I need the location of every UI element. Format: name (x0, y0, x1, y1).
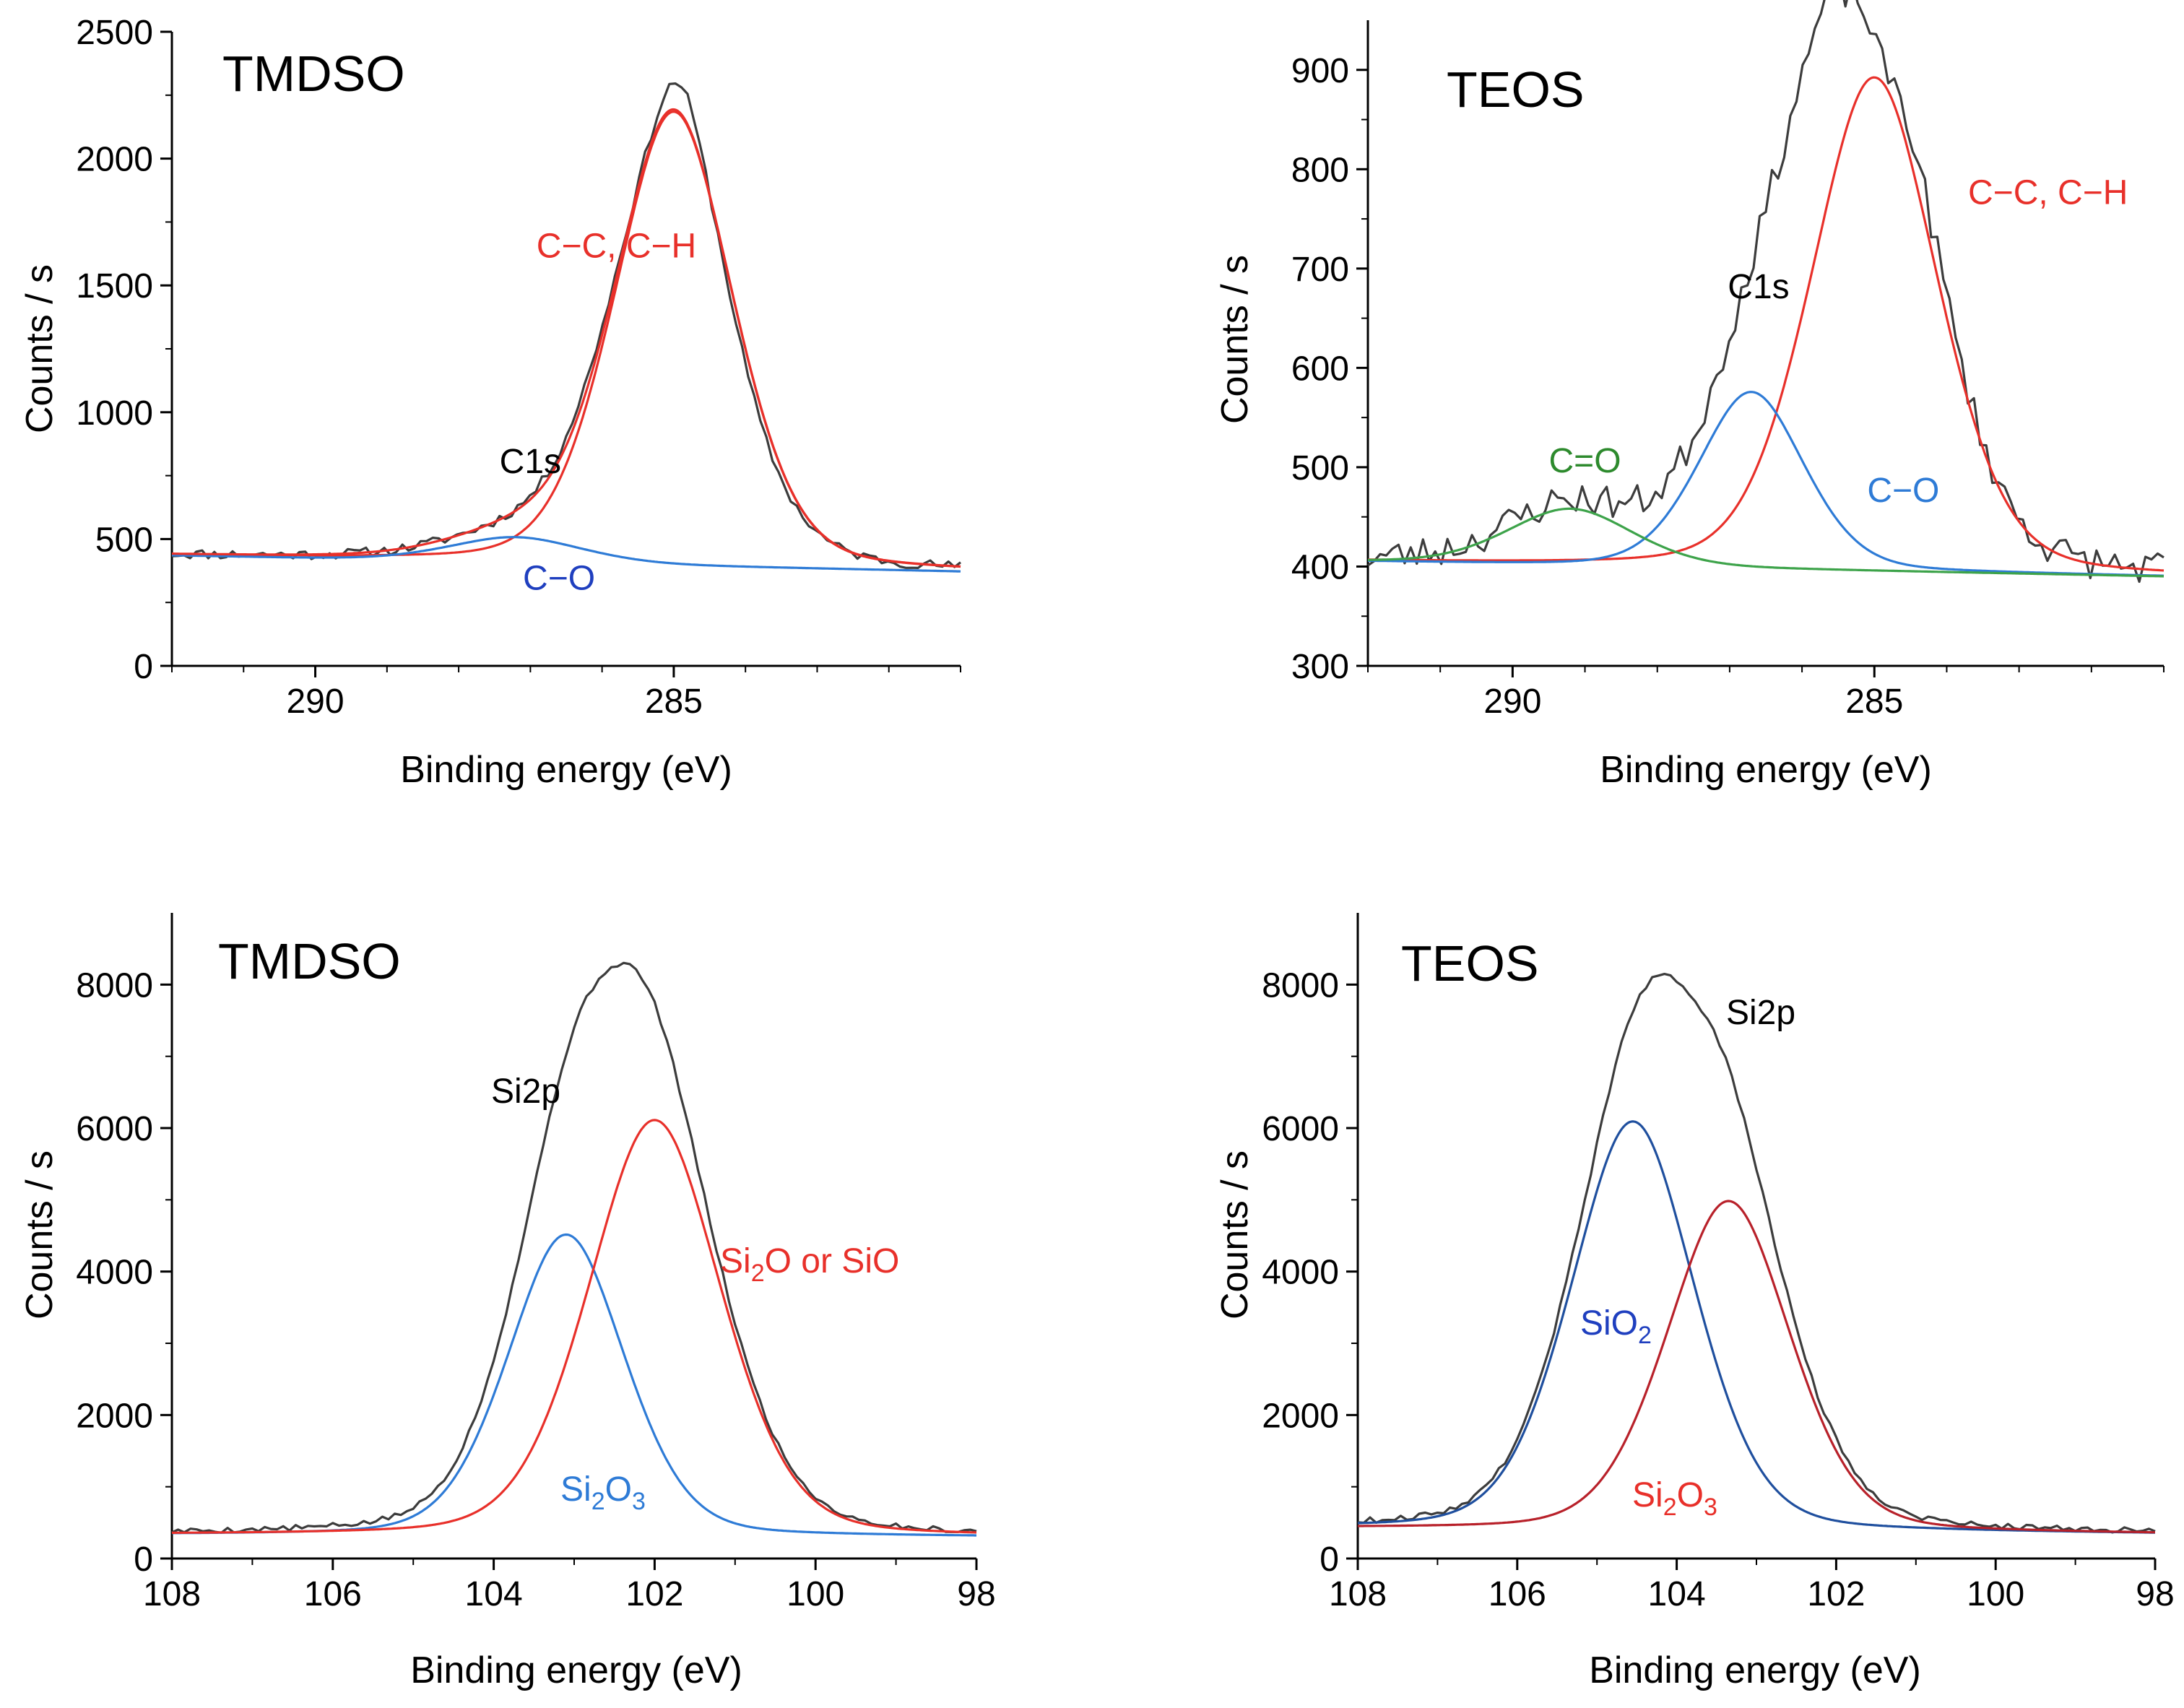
y-tick-label: 1500 (76, 267, 153, 305)
annotation-si2p: Si2p (1726, 994, 1795, 1032)
raw-spectrum-line (171, 961, 977, 1534)
y-tick-label: 500 (95, 521, 153, 559)
component-line-sio2 (1357, 1120, 2155, 1534)
x-tick-label: 102 (1807, 1575, 1865, 1613)
annotation-c-o: C−O (1867, 472, 1939, 510)
y-tick-label: 8000 (1262, 966, 1339, 1005)
y-tick-label: 4000 (1262, 1254, 1339, 1292)
x-tick-label: 108 (1329, 1575, 1387, 1613)
component-line-c-o (1368, 507, 2164, 578)
x-axis-title: Binding energy (eV) (1600, 749, 1932, 791)
y-tick-label: 500 (1291, 449, 1349, 487)
plot-area: 0 2000 4000 6000 8000 108 106 104 102 100 98 (76, 913, 996, 1613)
x-tick-label: 98 (2136, 1575, 2174, 1613)
annotation-c1s: C1s (500, 443, 561, 481)
x-axis-title: Binding energy (eV) (410, 1650, 742, 1691)
y-tick-label: 900 (1291, 52, 1349, 90)
x-tick-label: 285 (645, 682, 703, 721)
x-tick-label: 290 (1483, 682, 1541, 721)
x-tick-label: 104 (1648, 1575, 1706, 1613)
plot-area: 0 500 1000 1500 2000 2500 290 285 (76, 14, 961, 721)
component-line-si2o3 (1358, 1200, 2155, 1534)
annotations: C1s C−C, C−H C−O (500, 227, 697, 598)
plot-area: 0 2000 4000 6000 8000 108 106 104 102 100 98 (1262, 913, 2175, 1613)
y-tick-label: 2000 (76, 1397, 153, 1435)
y-tick-label: 4000 (76, 1254, 153, 1292)
annotations: Si2p Si2O or SiO Si2O3 (491, 1072, 899, 1515)
component-line-c-c-c-h (171, 110, 961, 568)
x-tick-label: 290 (286, 682, 344, 721)
raw-spectrum-line (171, 82, 961, 569)
x-tick-label: 106 (1488, 1575, 1546, 1613)
annotation-si2p: Si2p (491, 1072, 560, 1111)
panel-c1s-teos: TEOS Binding energy (eV) Counts / s 300 4… (1214, 0, 2164, 791)
x-tick-label: 106 (304, 1575, 362, 1613)
x-tick-label: 98 (957, 1575, 995, 1613)
y-tick-label: 0 (134, 648, 153, 686)
y-tick-label: 2500 (76, 14, 153, 52)
y-tick-label: 0 (1320, 1540, 1339, 1579)
y-tick-label: 6000 (1262, 1110, 1339, 1148)
y-tick-label: 300 (1291, 648, 1349, 686)
x-tick-label: 104 (465, 1575, 523, 1613)
panel-c1s-tmdso: TMDSO Binding energy (eV) Counts / s 0 50… (19, 14, 961, 791)
component-line-c-o (1368, 391, 2164, 577)
annotations: Si2p SiO2 Si2O3 (1580, 994, 1795, 1521)
raw-spectrum-line (1367, 0, 2164, 584)
y-axis-title: Counts / s (1214, 1150, 1256, 1319)
annotation-c-o: C−O (523, 560, 595, 598)
panel-si2p-tmdso: TMDSO Binding energy (eV) Counts / s 0 20… (19, 913, 996, 1691)
annotation-sio2: SiO2 (1580, 1304, 1652, 1349)
panel-title: TMDSO (218, 933, 401, 989)
panel-si2p-teos: TEOS Binding energy (eV) Counts / s 0 200… (1214, 913, 2175, 1691)
panel-title: TEOS (1401, 935, 1539, 992)
x-tick-label: 100 (1967, 1575, 2024, 1613)
y-tick-label: 400 (1291, 548, 1349, 586)
y-tick-label: 800 (1291, 151, 1349, 189)
x-tick-label: 102 (625, 1575, 683, 1613)
y-tick-label: 8000 (76, 966, 153, 1005)
x-axis-title: Binding energy (eV) (1589, 1650, 1921, 1691)
component-line-si2o-or-sio (172, 1119, 977, 1534)
y-axis-title: Counts / s (19, 1150, 61, 1319)
y-tick-label: 2000 (76, 141, 153, 179)
plot-area: 300 400 500 600 700 800 900 290 285 (1291, 0, 2164, 721)
x-tick-label: 285 (1845, 682, 1903, 721)
y-tick-label: 2000 (1262, 1397, 1339, 1435)
y-tick-label: 6000 (76, 1110, 153, 1148)
x-tick-label: 100 (786, 1575, 844, 1613)
annotation-c1s: C1s (1728, 268, 1789, 306)
y-tick-label: 1000 (76, 394, 153, 433)
y-tick-label: 0 (134, 1540, 153, 1579)
y-tick-label: 700 (1291, 251, 1349, 289)
annotation-si2o-or-sio: Si2O or SiO (720, 1242, 899, 1287)
panel-title: TMDSO (222, 45, 405, 102)
x-axis-title: Binding energy (eV) (400, 749, 732, 791)
annotation-si2o3: Si2O3 (1632, 1476, 1717, 1521)
y-tick-label: 600 (1291, 350, 1349, 388)
annotation-cc-ch: C−C, C−H (1968, 173, 2128, 212)
y-axis-title: Counts / s (19, 264, 61, 433)
envelope-line (172, 108, 961, 568)
annotation-cc-ch: C−C, C−H (537, 227, 696, 266)
annotation-si2o3: Si2O3 (560, 1470, 646, 1515)
annotations: C1s C−C, C−H C−O C=O (1549, 173, 2128, 510)
x-tick-label: 108 (143, 1575, 201, 1613)
component-line-c-o (172, 536, 961, 573)
panel-title: TEOS (1447, 61, 1585, 118)
annotation-c-double-o: C=O (1549, 442, 1621, 480)
y-axis-title: Counts / s (1214, 255, 1256, 424)
raw-spectrum-line (1357, 973, 2156, 1534)
component-line-c-c-c-h (1368, 76, 2164, 572)
